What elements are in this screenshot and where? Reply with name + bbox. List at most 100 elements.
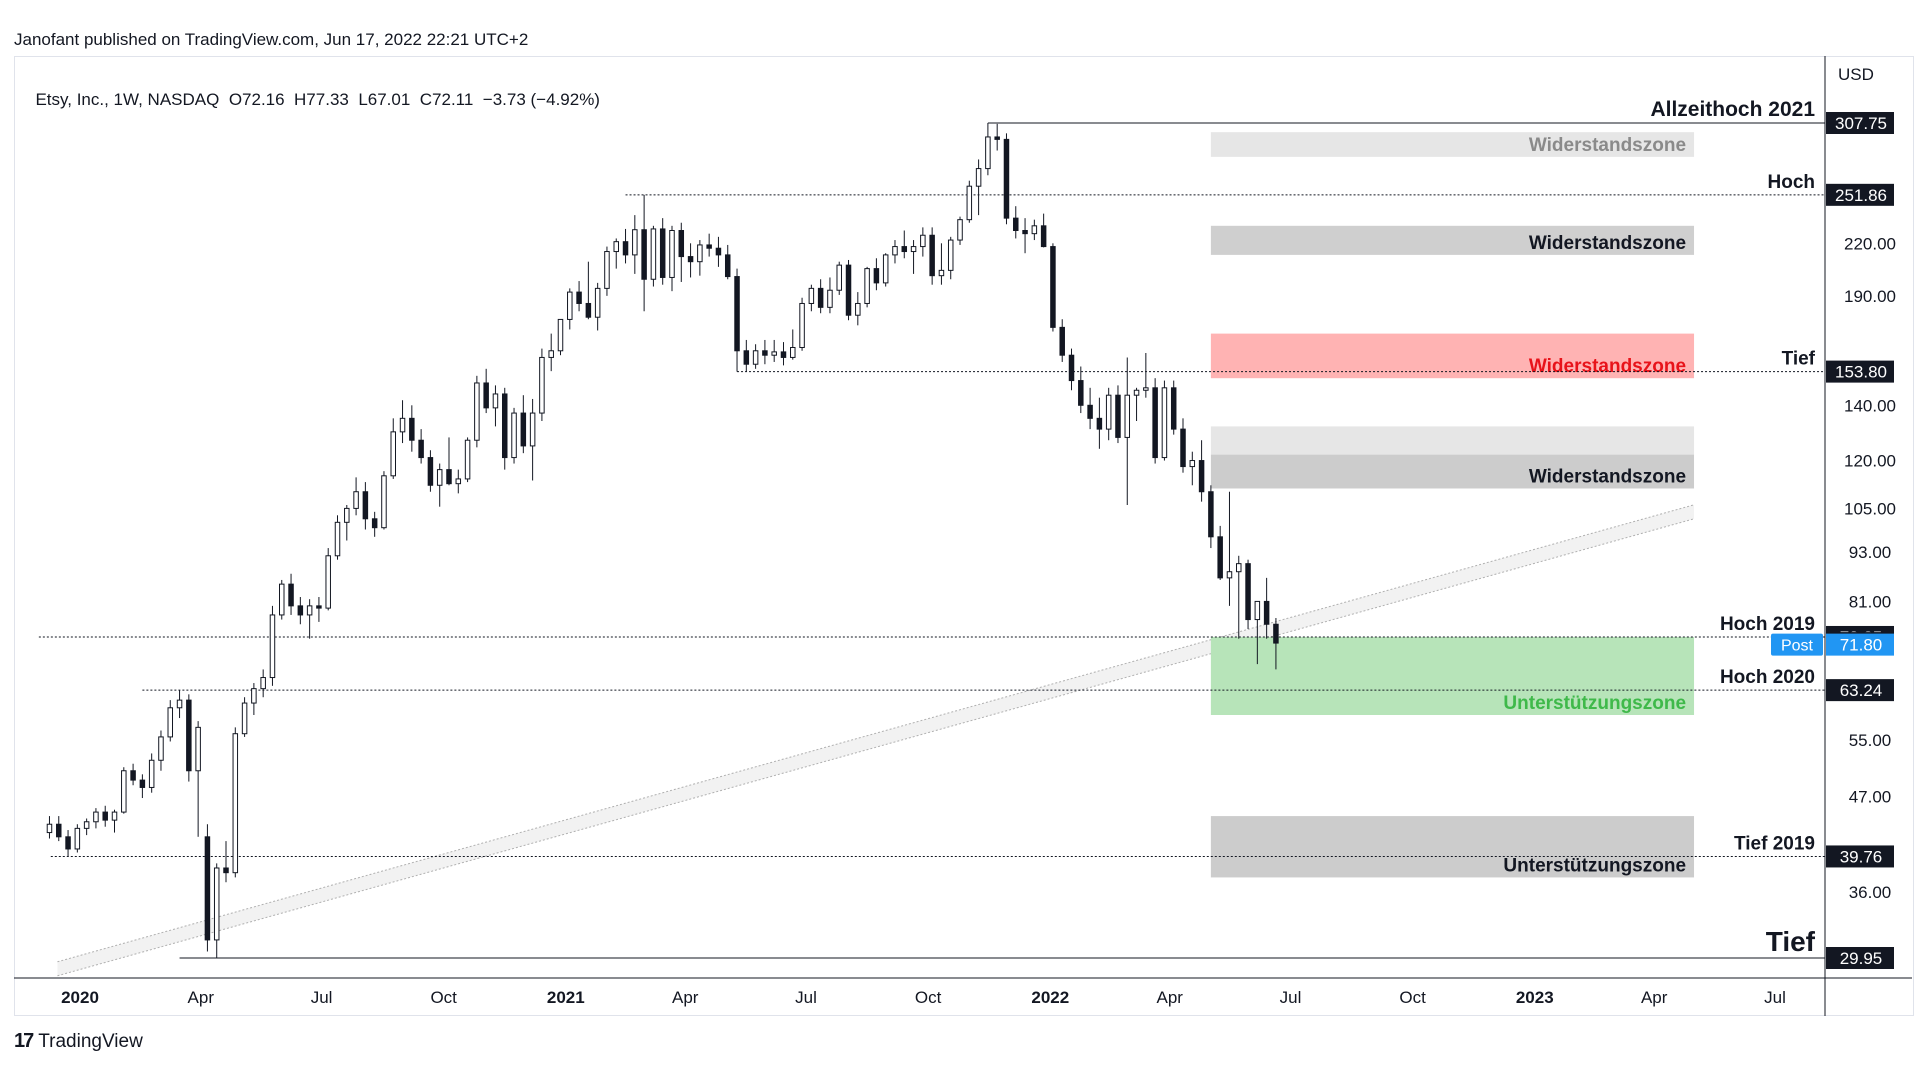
- y-tick-7: 140.00: [1844, 396, 1896, 415]
- ohlc-change: −3.73 (−4.92%): [482, 90, 600, 109]
- candle-body-90: [882, 254, 889, 284]
- candle-body-29: [316, 605, 322, 609]
- level-label-3: Hoch 2019: [1720, 614, 1815, 635]
- candle-body-77: [762, 350, 768, 356]
- candle-body-120: [1161, 387, 1168, 459]
- candle-body-112: [1087, 404, 1093, 419]
- level-label-6: Tief: [1766, 926, 1816, 957]
- candle-body-106: [1031, 225, 1038, 235]
- candle-body-38: [399, 417, 406, 433]
- candle-body-21: [241, 702, 248, 735]
- trend-channel-lower: [57, 518, 1695, 977]
- candle-body-44: [455, 478, 462, 485]
- candle-body-56: [567, 291, 573, 320]
- candle-body-84: [827, 289, 833, 308]
- candle-body-130: [1254, 600, 1261, 621]
- candle-body-12: [158, 736, 164, 761]
- candle-body-4: [83, 821, 90, 829]
- x-tick-12: 2023: [1516, 988, 1554, 1007]
- level-label-1: Hoch: [1768, 172, 1816, 193]
- trend-channel-upper: [57, 504, 1695, 963]
- symbol-name[interactable]: Etsy, Inc., 1W, NASDAQ: [35, 90, 220, 109]
- candle-body-52: [529, 412, 536, 447]
- candle-body-42: [436, 469, 443, 486]
- candle-body-127: [1226, 571, 1233, 579]
- tradingview-footer: 17 TradingView: [14, 1030, 143, 1053]
- zone-label-4: Widerstandszone: [1529, 466, 1686, 487]
- candle-body-27: [297, 605, 304, 616]
- candle-body-100: [975, 168, 982, 187]
- x-tick-10: Jul: [1280, 988, 1302, 1007]
- candle-body-35: [371, 518, 378, 529]
- candle-body-117: [1133, 389, 1140, 396]
- zone-2: [1210, 333, 1695, 379]
- candle-body-68: [678, 230, 685, 258]
- candle-body-62: [622, 241, 629, 256]
- candle-body-65: [650, 228, 657, 280]
- x-tick-11: Oct: [1399, 988, 1426, 1007]
- candle-body-22: [251, 688, 257, 704]
- candle-body-122: [1180, 428, 1186, 468]
- x-tick-13: Apr: [1641, 988, 1668, 1007]
- candle-body-74: [734, 276, 740, 352]
- price-tag-2: [1826, 360, 1894, 383]
- level-label-4: Hoch 2020: [1720, 667, 1815, 688]
- candle-body-79: [780, 351, 787, 358]
- candle-body-92: [901, 246, 908, 253]
- candle-body-103: [1003, 138, 1010, 219]
- candle-body-96: [938, 269, 945, 277]
- candle-body-36: [381, 475, 387, 529]
- candle-body-110: [1068, 354, 1075, 382]
- candle-body-132: [1273, 623, 1279, 644]
- price-tag-6: [1826, 679, 1894, 702]
- zone-label-6: Unterstützungszone: [1503, 855, 1686, 876]
- candle-body-40: [418, 439, 424, 459]
- candle-body-41: [427, 457, 434, 486]
- candle-body-43: [446, 469, 452, 485]
- trend-channel-band: [57, 504, 1695, 976]
- price-tag-label-8: 29.95: [1840, 949, 1883, 968]
- candle-body-105: [1022, 230, 1028, 235]
- x-tick-7: Oct: [915, 988, 942, 1007]
- candle-body-67: [669, 230, 675, 278]
- price-tag-label-0: 307.75: [1835, 114, 1887, 133]
- y-tick-0: 36.00: [1849, 883, 1892, 902]
- candle-body-121: [1170, 387, 1177, 430]
- candle-body-63: [632, 229, 638, 256]
- price-tag-7: [1826, 845, 1894, 868]
- candle-body-26: [288, 583, 294, 607]
- candle-body-89: [873, 268, 880, 284]
- candle-body-82: [808, 287, 815, 304]
- candle-body-66: [659, 228, 666, 278]
- candle-body-18: [213, 867, 220, 941]
- candle-body-32: [344, 507, 350, 523]
- candle-body-107: [1040, 225, 1047, 248]
- candle-body-54: [548, 350, 554, 358]
- price-tag-0: [1826, 112, 1894, 134]
- post-badge-label: Post: [1781, 638, 1814, 655]
- candle-body-15: [186, 699, 192, 772]
- candle-body-115: [1115, 394, 1121, 438]
- candle-body-78: [771, 351, 777, 356]
- zone-label-5: Unterstützungszone: [1503, 693, 1686, 714]
- candle-body-81: [799, 302, 805, 348]
- x-tick-6: Jul: [795, 988, 817, 1007]
- y-tick-5: 105.00: [1844, 499, 1896, 518]
- ohlc-low: L67.01: [358, 90, 411, 109]
- zone-1: [1210, 225, 1695, 255]
- candle-body-53: [539, 356, 545, 414]
- candle-body-47: [483, 382, 489, 409]
- price-tag-1: [1826, 183, 1894, 206]
- candle-body-24: [269, 614, 276, 679]
- candle-body-125: [1208, 491, 1214, 538]
- candle-body-59: [594, 287, 601, 318]
- level-label-5: Tief 2019: [1734, 833, 1815, 854]
- x-tick-14: Jul: [1764, 988, 1786, 1007]
- y-tick-2: 55.00: [1849, 731, 1892, 750]
- candle-body-87: [855, 302, 861, 316]
- candle-body-71: [706, 244, 712, 249]
- candle-body-23: [260, 677, 266, 690]
- candle-body-80: [790, 346, 796, 358]
- currency-label: USD: [1838, 65, 1874, 84]
